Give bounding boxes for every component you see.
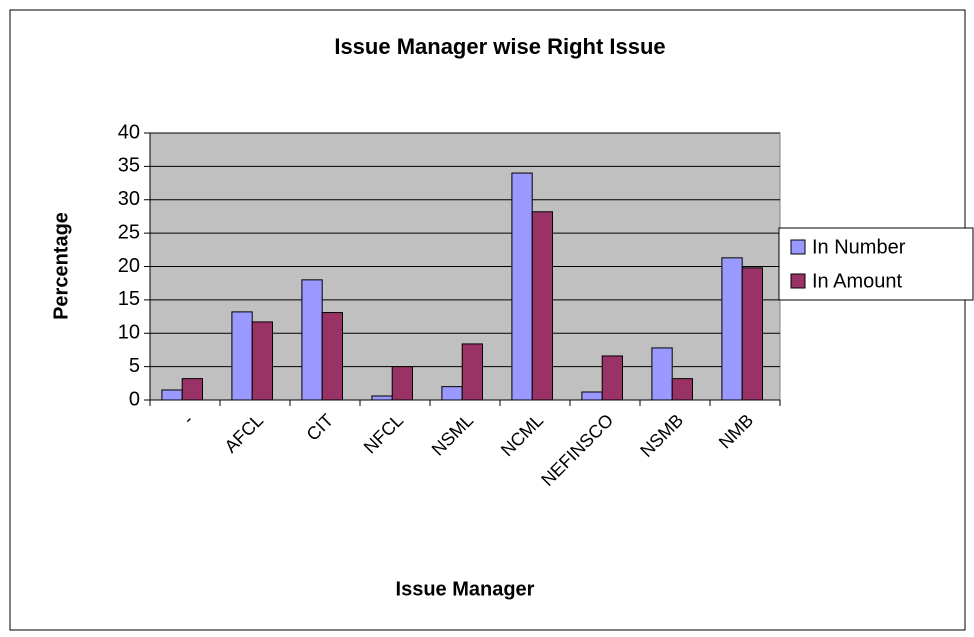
y-tick-label: 35 [118,155,140,177]
y-tick-label: 0 [129,388,140,410]
bar [301,279,323,401]
bar [251,321,273,401]
bar [231,311,253,401]
y-tick-label: 40 [118,121,140,143]
bar [181,378,203,401]
legend-swatch [790,239,806,255]
bar [581,391,603,401]
legend-label: In Amount [812,270,903,292]
y-tick-label: 5 [129,355,140,377]
bar [531,211,554,401]
legend-label: In Number [812,236,906,258]
bar [391,366,414,401]
bar [511,172,533,401]
bar [651,347,673,401]
chart-title: Issue Manager wise Right Issue [334,34,665,59]
y-axis-title: Percentage [50,212,72,320]
y-tick-label: 30 [118,188,140,210]
bar [671,378,694,401]
bar [461,343,484,401]
bar [371,395,393,401]
bar [601,355,624,401]
legend-box [778,227,974,301]
bar [441,386,463,401]
y-tick-label: 25 [118,221,140,243]
y-tick-label: 15 [118,288,140,310]
y-tick-label: 20 [118,255,140,277]
bar [161,389,183,401]
bar [721,257,743,401]
x-axis-title: Issue Manager [396,578,535,600]
legend-swatch [790,273,806,289]
bar [741,267,764,401]
y-tick-label: 10 [118,322,140,344]
bar [321,312,344,401]
